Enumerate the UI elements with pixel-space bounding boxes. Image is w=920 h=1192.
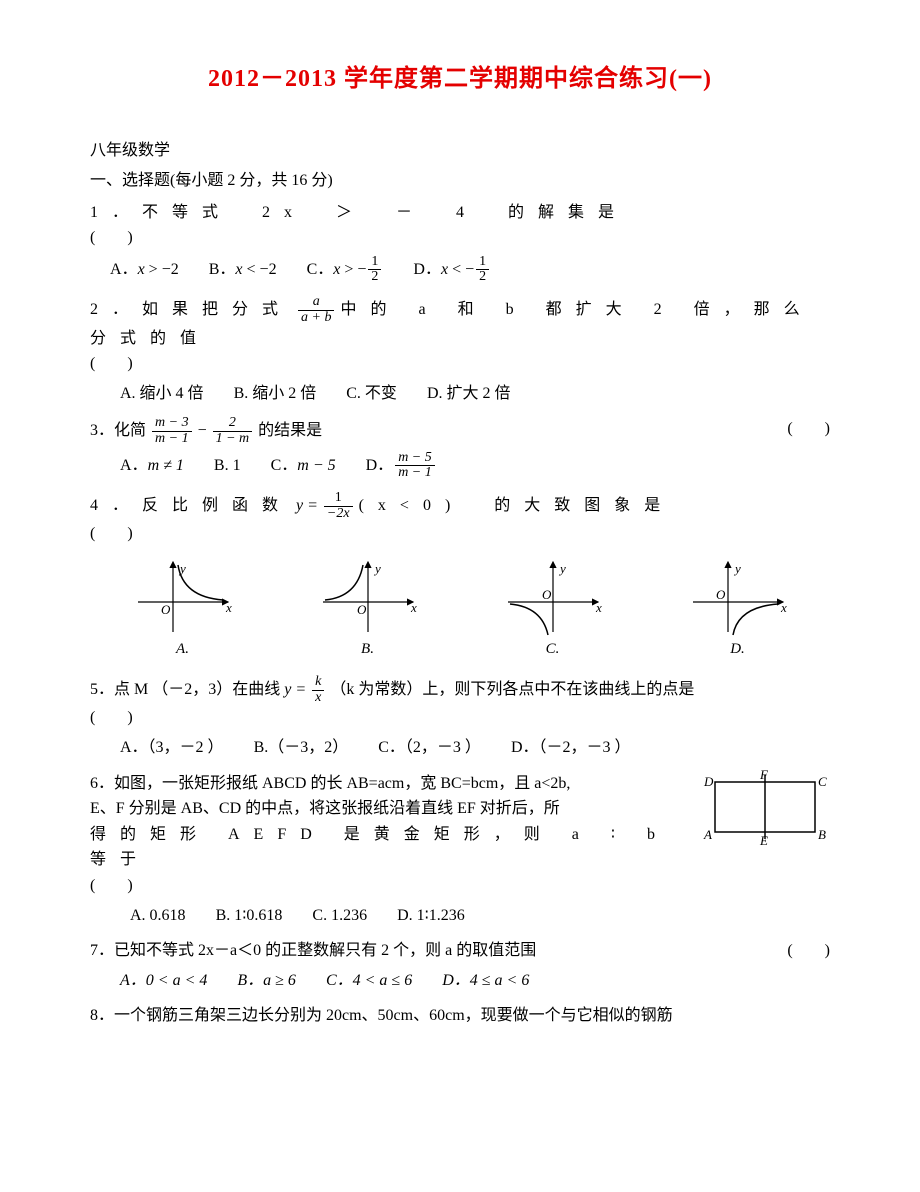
q1-paren: ( ): [90, 225, 830, 251]
question-1: 1．不等式 2x ＞ － 4 的解集是 ( ) A．x > −2 B．x < −…: [90, 200, 830, 286]
q7-opt-d: D．4 ≤ a < 6: [442, 968, 529, 994]
q4-graph-b: y x O B.: [313, 557, 423, 661]
q3-post: 的结果是: [258, 422, 322, 439]
question-2: 2．如果把分式 aa + b 中的 a 和 b 都扩大 2 倍，那么分式的值 (…: [90, 295, 830, 406]
graph-d-svg: y x O: [683, 557, 793, 637]
q1-options: A．x > −2 B．x < −2 C．x > −12 D．x < −12: [110, 255, 830, 285]
svg-text:D: D: [703, 774, 714, 789]
q3-opt-c: C．m − 5: [271, 453, 336, 479]
svg-text:B: B: [818, 827, 826, 842]
grade-subject: 八年级数学: [90, 138, 830, 164]
q4-graph-c: y x O C.: [498, 557, 608, 661]
q5-pre: 5．点 M （－2，3）在曲线: [90, 681, 280, 698]
q2-opt-c: C. 不变: [346, 381, 397, 407]
q3-minus: −: [198, 422, 207, 439]
graph-c-svg: y x O: [498, 557, 608, 637]
q4-text: 4．反比例函数 y = 1−2x (x<0) 的大致图象是: [90, 491, 674, 521]
svg-text:O: O: [161, 602, 171, 617]
question-8: 8．一个钢筋三角架三边长分别为 20cm、50cm、60cm，现要做一个与它相似…: [90, 1003, 830, 1029]
q8-text: 8．一个钢筋三角架三边长分别为 20cm、50cm、60cm，现要做一个与它相似…: [90, 1003, 830, 1029]
q6-opt-b: B. 1∶0.618: [216, 903, 283, 929]
q3-paren: ( ): [787, 416, 830, 442]
q7-opt-a: A．0 < a < 4: [120, 968, 207, 994]
q2-opt-a: A. 缩小 4 倍: [120, 381, 204, 407]
svg-text:O: O: [542, 587, 552, 602]
q6-line1: 6．如图，一张矩形报纸 ABCD 的长 AB=acm，宽 BC=bcm，且 a<…: [90, 771, 690, 797]
q4-graph-a: y x O A.: [128, 557, 238, 661]
question-6: 6．如图，一张矩形报纸 ABCD 的长 AB=acm，宽 BC=bcm，且 a<…: [90, 771, 830, 929]
question-5: 5．点 M （－2，3）在曲线 y = kx （k 为常数）上，则下列各点中不在…: [90, 675, 830, 761]
question-3: 3．化简 m − 3m − 1 − 21 − m 的结果是 ( ) A．m ≠ …: [90, 416, 830, 481]
q7-opt-b: B．a ≥ 6: [237, 968, 296, 994]
q5-options: A．（3，－2 ） B.（－3，2） C．（2，－3 ） D．（－2，－3 ）: [120, 735, 830, 761]
q7-opt-c: C．4 < a ≤ 6: [326, 968, 412, 994]
q6-options: A. 0.618 B. 1∶0.618 C. 1.236 D. 1∶1.236: [130, 903, 830, 929]
question-7: 7．已知不等式 2x－a＜0 的正整数解只有 2 个，则 a 的取值范围 ( )…: [90, 938, 830, 993]
section-1-heading: 一、选择题(每小题 2 分，共 16 分): [90, 168, 830, 194]
q6-line3: 得的矩形 AEFD 是黄金矩形，则 a ∶ b 等于: [90, 826, 669, 869]
q4-graphs: y x O A. y x O B. y x: [90, 557, 830, 661]
q1-opt-b: B．x < −2: [209, 257, 277, 283]
q6-opt-c: C. 1.236: [312, 903, 367, 929]
q6-line2: E、F 分别是 AB、CD 的中点，将这张报纸沿着直线 EF 对折后，所: [90, 796, 690, 822]
q3-opt-b: B. 1: [214, 453, 241, 479]
q6-figure: D F C A E B: [700, 767, 830, 847]
q7-options: A．0 < a < 4 B．a ≥ 6 C．4 < a ≤ 6 D．4 ≤ a …: [120, 968, 830, 994]
svg-text:y: y: [558, 561, 566, 576]
q5-yeq: y =: [284, 681, 306, 698]
graph-a-svg: y x O: [128, 557, 238, 637]
svg-text:x: x: [595, 600, 602, 615]
q5-post: （k 为常数）上，则下列各点中不在该曲线上的点是: [330, 681, 694, 698]
q7-text: 7．已知不等式 2x－a＜0 的正整数解只有 2 个，则 a 的取值范围: [90, 942, 536, 959]
svg-text:O: O: [357, 602, 367, 617]
q1-text: 1．不等式 2x ＞ － 4 的解集是: [90, 200, 628, 226]
svg-text:y: y: [373, 561, 381, 576]
question-4: 4．反比例函数 y = 1−2x (x<0) 的大致图象是 ( ) y x O …: [90, 491, 830, 661]
svg-text:A: A: [703, 827, 712, 842]
q1-opt-a: A．x > −2: [110, 257, 179, 283]
svg-text:O: O: [716, 587, 726, 602]
q6-paren: ( ): [90, 873, 690, 899]
q4-graph-d: y x O D.: [683, 557, 793, 661]
q6-opt-d: D. 1∶1.236: [397, 903, 465, 929]
q2-paren: ( ): [90, 351, 830, 377]
page-title: 2012－2013 学年度第二学期期中综合练习(一): [90, 60, 830, 98]
q5-opt-c: C．（2，－3 ）: [378, 735, 481, 761]
svg-text:E: E: [759, 833, 768, 847]
q2-text: 2．如果把分式 aa + b 中的 a 和 b 都扩大 2 倍，那么分式的值: [90, 295, 830, 351]
q3-opt-d: D．m − 5m − 1: [366, 451, 437, 481]
q6-opt-a: A. 0.618: [130, 903, 186, 929]
q1-opt-c: C．x > −12: [307, 255, 384, 285]
q2-opt-b: B. 缩小 2 倍: [234, 381, 317, 407]
q7-paren: ( ): [787, 938, 830, 964]
q3-options: A．m ≠ 1 B. 1 C．m − 5 D．m − 5m − 1: [120, 451, 830, 481]
q5-paren: ( ): [90, 705, 830, 731]
q3-pre: 3．化简: [90, 422, 146, 439]
q5-opt-a: A．（3，－2 ）: [120, 735, 224, 761]
svg-text:C: C: [818, 774, 827, 789]
q2-opt-d: D. 扩大 2 倍: [427, 381, 511, 407]
svg-text:F: F: [759, 767, 769, 782]
q5-opt-d: D．（－2，－3 ）: [511, 735, 631, 761]
q2-options: A. 缩小 4 倍 B. 缩小 2 倍 C. 不变 D. 扩大 2 倍: [120, 381, 830, 407]
q3-opt-a: A．m ≠ 1: [120, 453, 184, 479]
svg-text:x: x: [410, 600, 417, 615]
graph-b-svg: y x O: [313, 557, 423, 637]
svg-text:y: y: [178, 561, 186, 576]
q1-opt-d: D．x < −12: [413, 255, 491, 285]
svg-text:y: y: [733, 561, 741, 576]
svg-text:x: x: [225, 600, 232, 615]
q4-paren: ( ): [90, 521, 830, 547]
svg-text:x: x: [780, 600, 787, 615]
q5-opt-b: B.（－3，2）: [254, 735, 349, 761]
